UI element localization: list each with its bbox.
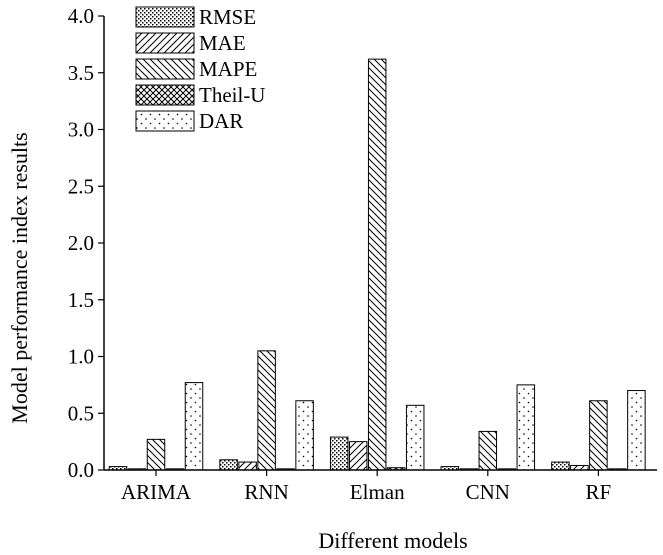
legend-label: MAE — [199, 31, 246, 55]
bar-mape-elman — [367, 58, 387, 471]
bar-mape-arima — [146, 438, 166, 471]
bar-mae-rnn — [238, 461, 257, 471]
legend-label: RMSE — [199, 5, 256, 29]
x-axis-ticks: ARIMA RNN Elman CNN RF — [121, 470, 611, 504]
bar-dar-arima — [184, 382, 204, 471]
y-tick-label: 4.0 — [68, 4, 94, 28]
x-tick-label: Elman — [350, 480, 405, 504]
x-tick-label: ARIMA — [121, 480, 192, 504]
bar-mape-rf — [589, 400, 608, 471]
bar-mape-cnn — [478, 430, 498, 471]
legend-label: Theil-U — [199, 83, 265, 107]
legend-swatch-dar — [135, 110, 195, 132]
plot-area: 0.0 0.5 1.0 1.5 2.0 2.5 3.0 3.5 4.0 ARIMA RNN Elma… — [68, 4, 657, 504]
x-tick-label: RF — [586, 480, 612, 504]
bar-mape-rnn — [257, 350, 276, 471]
bar-rmse-elman — [329, 436, 349, 471]
bars — [108, 58, 646, 471]
bar-rmse-rf — [551, 461, 570, 471]
legend-swatch-theil-u — [135, 84, 195, 106]
bar-dar-elman — [405, 404, 425, 471]
y-tick-label: 0.5 — [68, 401, 94, 425]
y-tick-label: 2.5 — [68, 174, 94, 198]
bar-mae-elman — [348, 441, 368, 471]
legend-swatch-mae — [135, 32, 195, 54]
y-tick-label: 3.0 — [68, 118, 94, 142]
bar-rmse-rnn — [219, 459, 238, 471]
y-axis-ticks: 0.0 0.5 1.0 1.5 2.0 2.5 3.0 3.5 4.0 — [68, 4, 104, 482]
x-tick-label: RNN — [244, 480, 288, 504]
y-tick-label: 1.5 — [68, 288, 94, 312]
y-tick-label: 2.0 — [68, 231, 94, 255]
bar-dar-cnn — [516, 384, 536, 471]
x-axis-title: Different models — [318, 528, 467, 553]
y-tick-label: 1.0 — [68, 345, 94, 369]
y-axis-title: Model performance index results — [7, 132, 32, 423]
bar-dar-rnn — [295, 400, 314, 471]
legend-swatch-mape — [135, 58, 195, 80]
y-tick-label: 3.5 — [68, 61, 94, 85]
y-tick-label: 0.0 — [68, 458, 94, 482]
legend-swatch-rmse — [135, 6, 195, 28]
x-tick-label: CNN — [466, 480, 510, 504]
legend-label: DAR — [199, 109, 243, 133]
bar-dar-rf — [627, 390, 646, 471]
legend-label: MAPE — [199, 57, 257, 81]
